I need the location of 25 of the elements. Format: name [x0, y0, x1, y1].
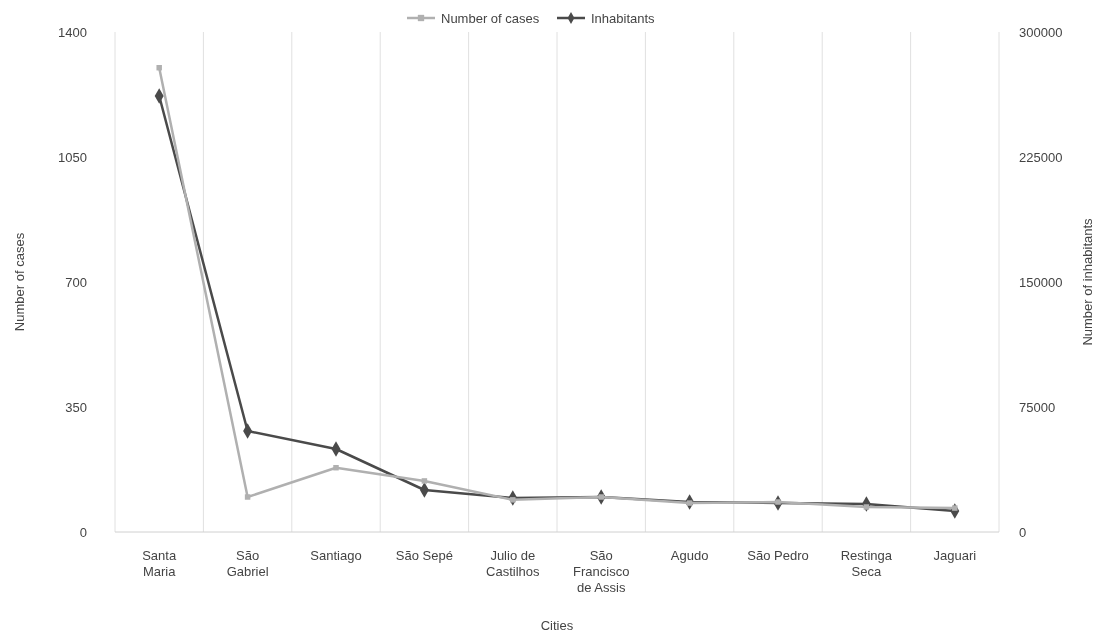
y2-tick-label: 0: [1019, 524, 1027, 540]
x-tick-label: Restinga Seca: [840, 548, 893, 579]
x-axis-title: Cities: [540, 618, 574, 633]
x-tick-label: São Sepé: [395, 548, 453, 563]
x-tick-label: Julio de Castilhos: [486, 548, 541, 579]
y2-axis-title: Number of inhabitants: [1080, 217, 1095, 346]
y2-tick-label: 225000: [1019, 149, 1063, 165]
y-tick-label: 1050: [58, 149, 87, 165]
legend-label: Number of cases: [441, 10, 540, 26]
x-tick-label: Jaguari: [933, 548, 977, 563]
legend-label: Inhabitants: [591, 10, 656, 26]
y-tick-label: 700: [65, 274, 87, 290]
y-axis-title: Number of cases: [12, 232, 27, 332]
y-tick-label: 350: [65, 399, 87, 415]
x-tick-label: São Pedro: [747, 548, 809, 563]
y-tick-label: 0: [79, 524, 87, 540]
y2-tick-label: 150000: [1019, 274, 1063, 290]
x-tick-label: Agudo: [670, 548, 709, 563]
y2-tick-label: 300000: [1019, 24, 1063, 40]
y-tick-label: 1400: [58, 24, 87, 40]
x-tick-label: Santiago: [310, 548, 362, 563]
y2-tick-label: 75000: [1019, 399, 1056, 415]
x-tick-label: Santa Maria: [142, 548, 177, 579]
x-tick-label: São Francisco de Assis: [573, 548, 630, 595]
x-tick-label: São Gabriel: [226, 548, 269, 579]
